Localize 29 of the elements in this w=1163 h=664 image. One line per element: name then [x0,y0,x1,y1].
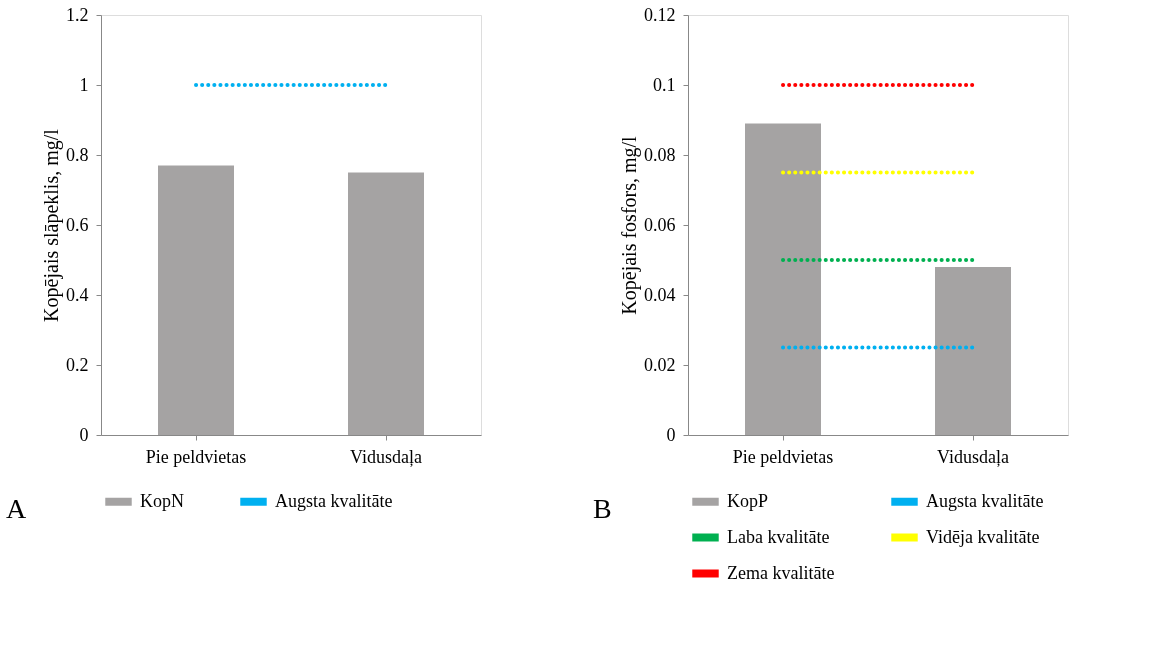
legend-label: KopP [727,490,769,511]
x-tick-label: Vidusdaļa [937,446,1009,467]
y-tick-label: 0.12 [644,4,676,25]
x-tick-label: Pie peldvietas [732,446,834,467]
x-tick-label: Pie peldvietas [145,446,247,467]
y-tick-label: 0.02 [644,354,676,375]
x-tick-label: Vidusdaļa [350,446,422,467]
legend-label: Augsta kvalitāte [926,490,1044,511]
y-tick-label: 0 [79,424,89,445]
legend-label: KopN [140,490,184,511]
y-tick-label: 0.4 [66,284,89,305]
y-tick-label: 0.6 [66,214,89,235]
y-tick-label: 1.2 [66,4,89,25]
y-tick-label: 0.8 [66,144,89,165]
y-tick-label: 0.04 [644,284,676,305]
legend-label: Laba kvalitāte [727,526,830,547]
y-tick-label: 0.1 [653,74,676,95]
y-axis-title: Kopējais slāpeklis, mg/l [40,128,63,322]
y-tick-label: 1 [79,74,89,95]
text: B [593,493,612,524]
legend-label: Augsta kvalitāte [275,490,393,511]
y-tick-label: 0.2 [66,354,89,375]
legend-label: Vidēja kvalitāte [926,526,1040,547]
text: A [6,493,27,524]
legend-label: Zema kvalitāte [727,562,835,583]
y-tick-label: 0 [666,424,676,445]
y-axis-title: Kopējais fosfors, mg/l [618,135,641,315]
y-tick-label: 0.08 [644,144,676,165]
y-tick-label: 0.06 [644,214,676,235]
